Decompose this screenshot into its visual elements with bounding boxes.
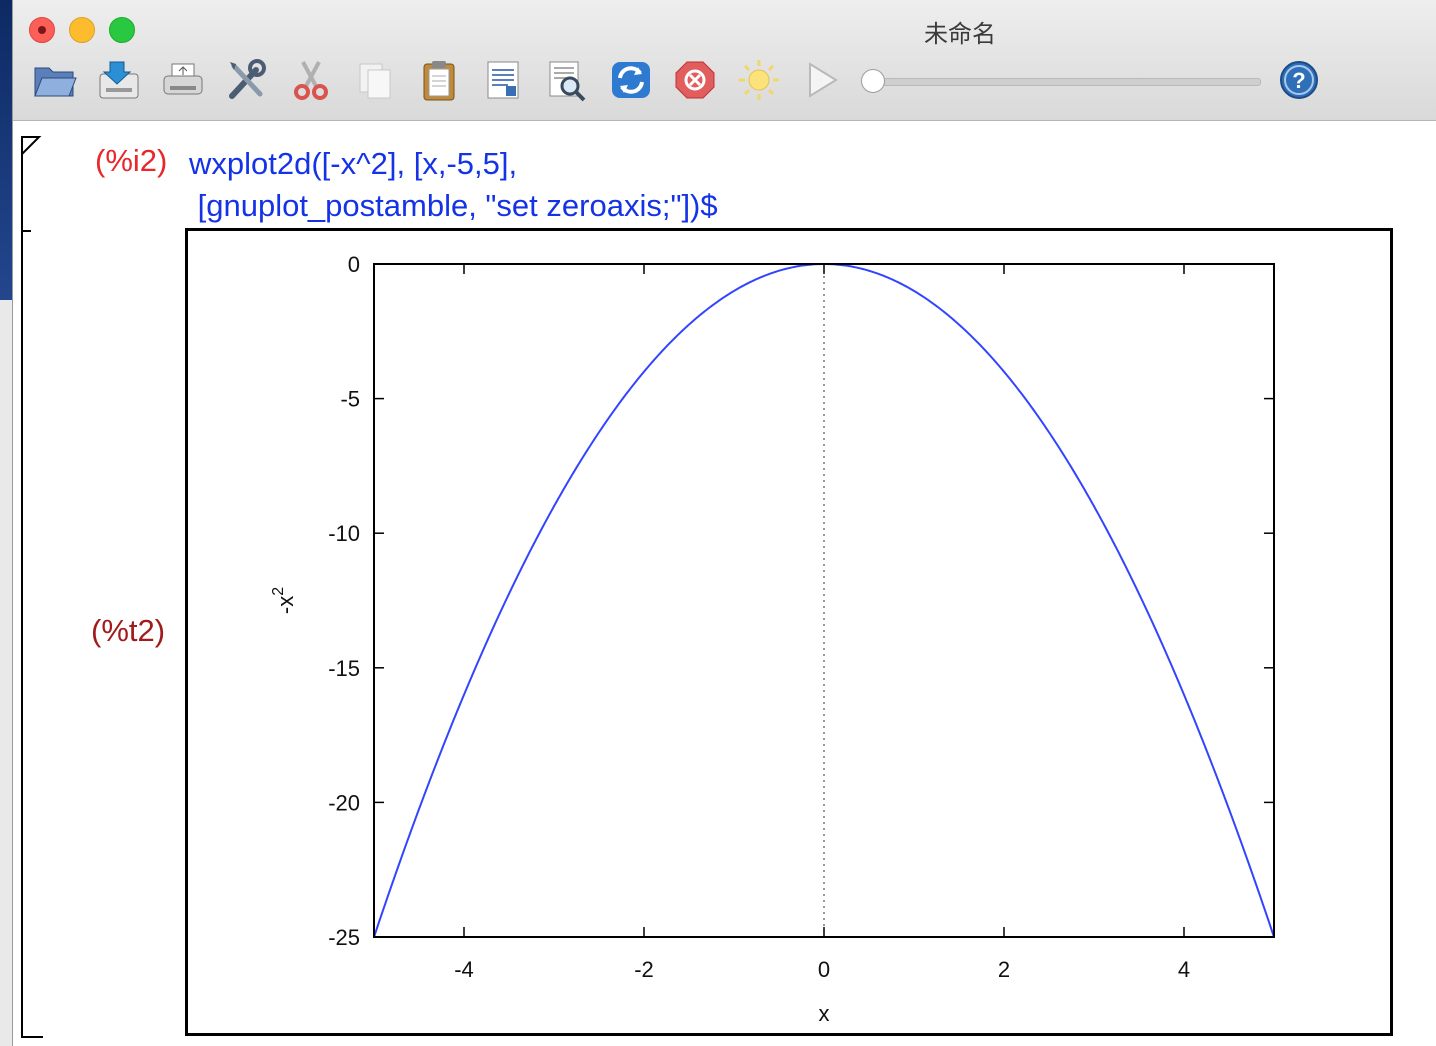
x-tick-label: 4	[1178, 957, 1190, 982]
scissors-icon	[294, 61, 328, 100]
x-tick-label: -4	[454, 957, 474, 982]
save-icon	[99, 61, 139, 99]
y-tick-label: 0	[348, 252, 360, 277]
find-button[interactable]	[543, 56, 591, 104]
animation-button[interactable]	[735, 56, 783, 104]
print-button[interactable]	[159, 56, 207, 104]
cell-collapse-triangle-icon[interactable]	[22, 136, 42, 156]
minimize-window-button[interactable]	[69, 17, 95, 43]
y-axis-label: -x2	[270, 587, 298, 614]
sun-icon	[739, 60, 779, 100]
window-title: 未命名	[924, 21, 996, 48]
input-line-1[interactable]: wxplot2d([-x^2], [x,-5,5],	[189, 146, 518, 181]
output-label: (%t2)	[91, 613, 166, 648]
y-tick-label: -15	[328, 656, 360, 681]
play-button[interactable]	[799, 56, 847, 104]
clipboard-icon	[423, 61, 455, 101]
animation-slider-knob[interactable]	[861, 69, 885, 93]
x-tick-label: 0	[818, 957, 830, 982]
open-button[interactable]	[31, 56, 79, 104]
interrupt-button[interactable]	[671, 56, 719, 104]
help-button[interactable]: ?	[1279, 60, 1319, 100]
y-tick-label: -10	[328, 521, 360, 546]
save-button[interactable]	[95, 56, 143, 104]
copy-button[interactable]	[351, 56, 399, 104]
input-line-2[interactable]: [gnuplot_postamble, "set zeroaxis;"])$	[189, 188, 718, 223]
plot-svg: -4 -2 0 2 40-5-10-15-20-25x-x2	[270, 252, 1275, 1026]
printer-icon	[163, 63, 203, 95]
refresh-button[interactable]	[607, 56, 655, 104]
document-icon	[487, 61, 519, 99]
svg-text:?: ?	[1292, 68, 1305, 93]
select-all-button[interactable]	[479, 56, 527, 104]
stop-icon	[675, 61, 715, 99]
x-tick-label: 2	[998, 957, 1010, 982]
preferences-button[interactable]	[223, 56, 271, 104]
refresh-icon	[612, 62, 650, 98]
y-tick-label: -25	[328, 925, 360, 950]
titlebar: 未命名	[13, 0, 1436, 121]
cut-button[interactable]	[287, 56, 335, 104]
help-icon: ?	[1280, 61, 1318, 99]
input-code[interactable]: wxplot2d([-x^2], [x,-5,5], [gnuplot_post…	[189, 143, 718, 227]
output-cell-bracket[interactable]	[21, 230, 43, 1038]
find-icon	[549, 61, 586, 102]
wxmaxima-window: 未命名	[12, 0, 1436, 1046]
y-tick-label: -20	[328, 790, 360, 815]
play-icon	[809, 62, 838, 98]
zoom-window-button[interactable]	[109, 17, 135, 43]
x-axis-label: x	[819, 1001, 830, 1026]
animation-slider-track[interactable]	[871, 78, 1261, 86]
paste-button[interactable]	[415, 56, 463, 104]
open-folder-icon	[34, 67, 77, 97]
x-tick-label: -2	[634, 957, 654, 982]
copy-icon	[359, 63, 391, 99]
y-tick-label: -5	[340, 387, 360, 412]
close-window-button[interactable]	[29, 17, 55, 43]
input-label: (%i2)	[95, 143, 168, 178]
tools-icon	[229, 59, 266, 99]
plot-image[interactable]: -4 -2 0 2 4 0 -5 -10 -15 -20 -25 x -x2	[185, 228, 1393, 1036]
